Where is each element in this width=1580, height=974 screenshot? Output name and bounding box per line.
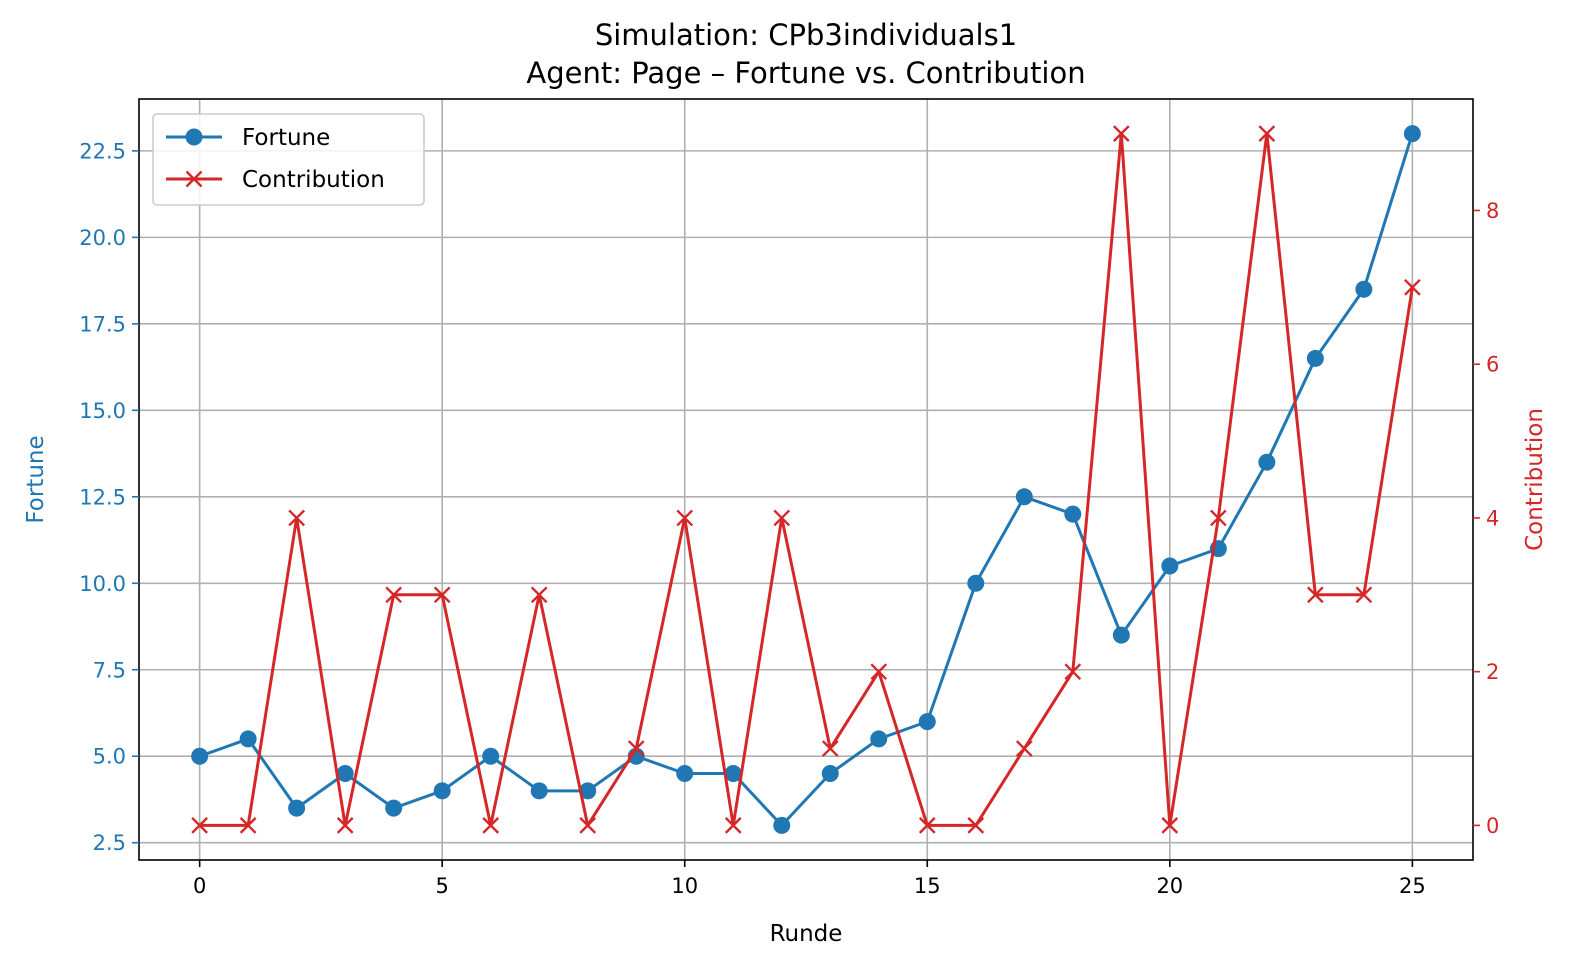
contribution-point [918, 817, 936, 834]
contribution-point [870, 663, 888, 681]
x-tick-label: 15 [914, 874, 941, 898]
contribution-point [288, 509, 306, 527]
axes: 0 5 10 15 20 252.55.07.510.012.515.017.520.02… [79, 139, 1499, 898]
x-axis-label: Runde [770, 921, 843, 947]
y-right-tick-label: 0 [1486, 814, 1499, 838]
contribution-point [239, 817, 257, 834]
legend: Fortune Contribution [152, 113, 425, 206]
fortune-point [773, 816, 791, 834]
fortune-point [433, 782, 451, 800]
fortune-point [336, 765, 354, 783]
x-tick-label: 25 [1399, 874, 1426, 898]
y-right-tick-label: 2 [1486, 660, 1499, 684]
fortune-point [1258, 453, 1276, 471]
contribution-point [1258, 125, 1276, 142]
y-left-tick-label: 10.0 [79, 572, 126, 596]
contribution-point [1404, 278, 1421, 296]
fortune-point [1064, 505, 1082, 523]
contribution-series-line [199, 132, 1414, 827]
y-right-tick-label: 4 [1486, 506, 1499, 530]
contribution-point [1307, 586, 1324, 604]
contribution-point [336, 817, 354, 834]
x-tick-label: 5 [435, 874, 448, 898]
fortune-point [918, 713, 936, 731]
y-left-tick-label: 20.0 [79, 226, 126, 250]
y-axis-right-label: Contribution [1522, 408, 1548, 551]
contribution-point [1015, 740, 1033, 757]
x-tick-label: 20 [1156, 874, 1183, 898]
contribution-point [433, 586, 451, 604]
chart-subtitle: Agent: Page – Fortune vs. Contribution [526, 56, 1085, 90]
chart-title: Simulation: CPb3individuals1 [595, 18, 1017, 52]
y-right-tick-label: 6 [1486, 353, 1499, 377]
y-left-tick-label: 22.5 [79, 139, 126, 163]
contribution-point [1209, 509, 1227, 527]
contribution-point [1064, 663, 1082, 681]
contribution-point [1161, 817, 1179, 834]
y-left-tick-label: 12.5 [79, 485, 126, 509]
legend-contribution-marker [185, 170, 203, 188]
legend-fortune-label: Fortune [242, 125, 330, 151]
contribution-point [191, 817, 208, 834]
x-tick-label: 10 [671, 874, 698, 898]
contribution-point [724, 817, 742, 834]
contribution-point [482, 817, 500, 834]
y-left-tick-label: 5.0 [93, 745, 126, 769]
contribution-point [967, 817, 985, 834]
contribution-point [1355, 586, 1373, 604]
fortune-point [1015, 488, 1033, 506]
fortune-point [1355, 280, 1373, 298]
fortune-point [530, 782, 548, 800]
x-tick-label: 0 [193, 874, 206, 898]
fortune-point [482, 747, 500, 765]
contribution-point [676, 509, 694, 527]
fortune-point [821, 765, 839, 783]
fortune-point [1403, 125, 1421, 143]
y-left-tick-label: 2.5 [93, 831, 126, 855]
fortune-point [288, 799, 306, 817]
fortune-point [1306, 349, 1324, 367]
fortune-point [1161, 557, 1179, 575]
fortune-point [967, 574, 985, 592]
contribution-point [579, 817, 597, 834]
contribution-point [530, 586, 548, 604]
y-left-tick-label: 7.5 [93, 658, 126, 682]
y-left-tick-label: 15.0 [79, 399, 126, 423]
legend-fortune-marker [185, 128, 203, 146]
fortune-point [239, 730, 257, 748]
contribution-point [1112, 125, 1130, 142]
fortune-point [191, 747, 209, 765]
contribution-point [821, 740, 839, 757]
fortune-point [385, 799, 403, 817]
fortune-point [676, 765, 694, 783]
fortune-point [724, 765, 742, 783]
plot-area-frame [138, 98, 1474, 861]
contribution-point [627, 740, 645, 757]
contribution-point [773, 509, 791, 527]
fortune-point [1112, 626, 1130, 644]
y-right-tick-label: 8 [1486, 199, 1499, 223]
y-axis-left-label: Fortune [23, 435, 49, 523]
y-left-tick-label: 17.5 [79, 312, 126, 336]
fortune-point [579, 782, 597, 800]
contribution-point [385, 586, 403, 604]
series-layer [191, 125, 1421, 834]
legend-contribution-label: Contribution [242, 167, 385, 193]
fortune-series-line [199, 133, 1414, 827]
fortune-point [870, 730, 888, 748]
grid [139, 99, 1473, 860]
